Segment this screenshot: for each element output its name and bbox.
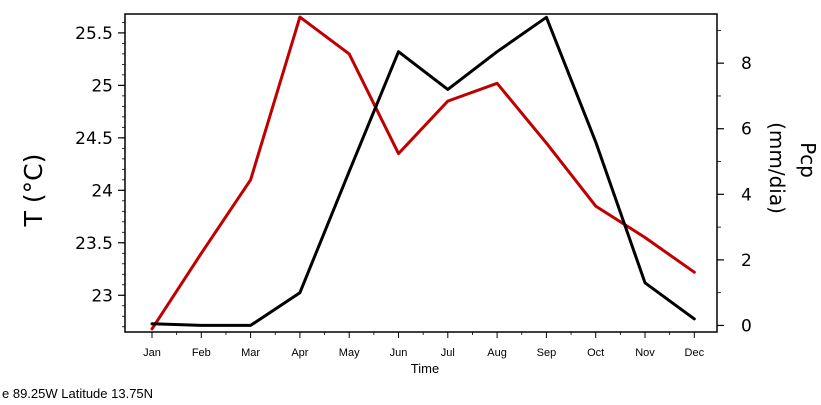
temperature-point (446, 99, 449, 103)
temperature-point (495, 82, 499, 85)
x-axis-title: Time (411, 361, 439, 376)
precipitation-point (643, 281, 647, 285)
right-axis-title-top: Pcp (796, 142, 820, 178)
precipitation-point (200, 324, 203, 327)
temperature-point (545, 141, 548, 145)
precipitation-point (446, 88, 449, 91)
left-axis-title: T (°C) (19, 154, 48, 228)
right-tick-label: 0 (741, 316, 752, 336)
precipitation-point (495, 50, 499, 53)
location-footnote: e 89.25W Latitude 13.75N (2, 386, 154, 401)
x-tick-label: Jul (441, 347, 455, 359)
x-tick-label: Aug (487, 347, 507, 359)
precipitation-point (249, 324, 252, 327)
precipitation-line (150, 15, 696, 327)
x-tick-label: Oct (587, 347, 604, 359)
precipitation-point (693, 317, 696, 321)
x-tick-label: Mar (241, 347, 260, 359)
right-tick-label: 2 (741, 251, 752, 271)
right-axis-title-bottom: (mm/dia) (765, 122, 789, 214)
temperature-point (150, 327, 154, 331)
temperature-point (643, 236, 647, 239)
x-tick-label: Sep (537, 347, 557, 359)
plot-frame (124, 13, 718, 333)
precipitation-point (545, 16, 548, 19)
temperature-point (397, 152, 400, 155)
left-tick-label: 25.5 (75, 24, 113, 44)
right-tick-label: 6 (741, 120, 752, 140)
precipitation-point (150, 322, 154, 326)
precipitation-point (397, 50, 400, 53)
x-tick-label: Feb (192, 347, 211, 359)
left-tick-label: 24.5 (75, 129, 113, 149)
left-tick-label: 24 (91, 181, 113, 201)
x-tick-label: Nov (635, 347, 655, 359)
temperature-point (594, 204, 597, 208)
x-tick-label: Dec (685, 347, 705, 359)
left-tick-label: 23 (91, 286, 113, 306)
temperature-point (298, 15, 302, 19)
left-tick-label: 23.5 (75, 234, 113, 254)
x-tick-label: Apr (291, 347, 308, 359)
x-tick-label: May (339, 347, 360, 359)
temperature-point (200, 252, 203, 255)
left-tick-label: 25 (91, 76, 113, 96)
temperature-point (693, 270, 696, 274)
temperature-line (150, 15, 696, 331)
precipitation-point (348, 170, 351, 173)
precipitation-point (594, 140, 597, 144)
precipitation-point (298, 291, 302, 294)
temperature-point (249, 178, 252, 182)
temperature-point (348, 52, 351, 56)
right-tick-label: 4 (741, 185, 752, 205)
right-tick-label: 8 (741, 54, 752, 74)
x-tick-label: Jun (390, 347, 408, 359)
x-tick-label: Jan (143, 347, 161, 359)
